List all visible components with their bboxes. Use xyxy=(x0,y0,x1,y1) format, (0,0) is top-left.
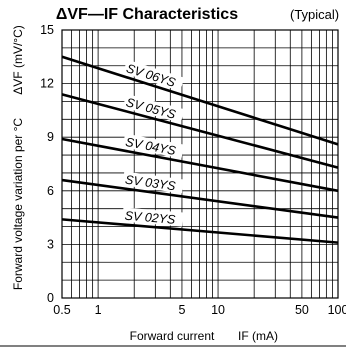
y-tick-label: 15 xyxy=(40,23,54,37)
y-axis-label: Forward voltage variation per °C xyxy=(11,118,25,291)
y-tick-label: 9 xyxy=(47,130,54,144)
y-tick-label: 12 xyxy=(40,77,54,91)
series-line xyxy=(62,180,338,218)
chart-title-note: (Typical) xyxy=(290,7,339,22)
chart-title: ΔVF—IF Characteristics xyxy=(56,6,238,23)
y-tick-label: 6 xyxy=(47,184,54,198)
series-line xyxy=(62,219,338,242)
y-axis-unit: ΔVF (mV/°C) xyxy=(11,25,25,94)
x-tick-label: 10 xyxy=(211,303,225,317)
series-line xyxy=(62,139,338,191)
x-tick-label: 1 xyxy=(95,303,102,317)
y-tick-label: 3 xyxy=(47,237,54,251)
x-tick-label: 0.5 xyxy=(53,303,70,317)
x-axis-label: Forward current xyxy=(130,329,215,343)
x-axis-unit: IF (mA) xyxy=(238,329,278,343)
series-lines xyxy=(62,57,338,243)
x-tick-label: 5 xyxy=(178,303,185,317)
x-tick-labels: 0.5 1 5 10 50 100 xyxy=(53,303,346,317)
x-tick-label: 50 xyxy=(295,303,309,317)
x-tick-label: 100 xyxy=(328,303,346,317)
